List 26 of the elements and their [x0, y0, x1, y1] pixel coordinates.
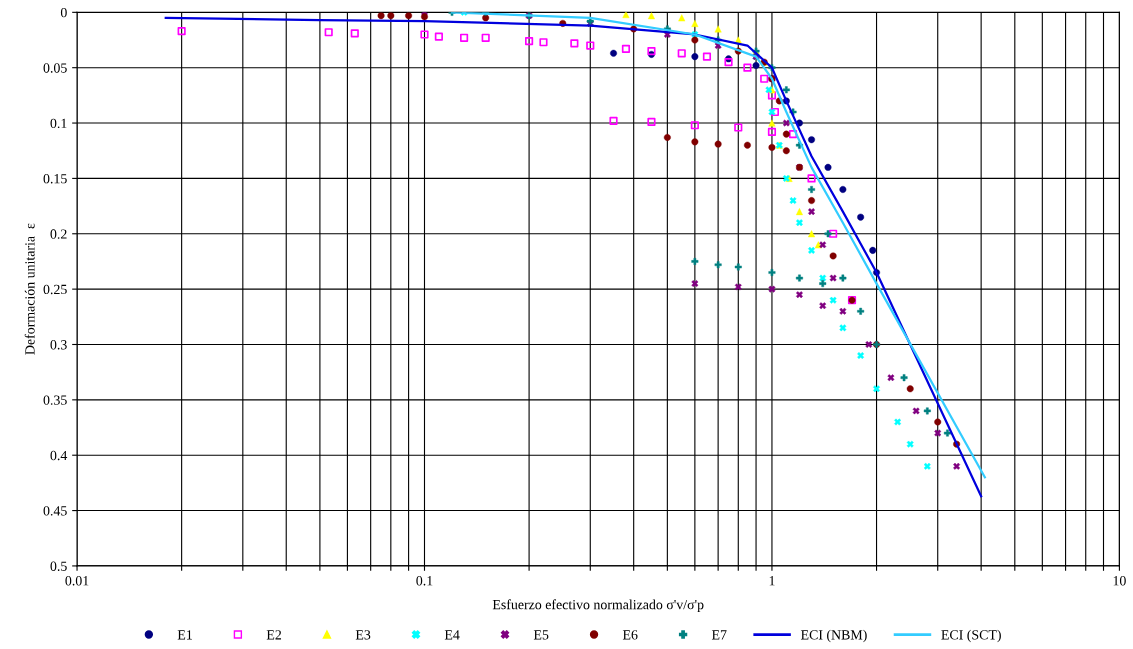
x-tick-label: 10 [1113, 576, 1126, 586]
y-axis-title: Deformación unitaria ε [24, 223, 35, 355]
legend-label: E2 [266, 630, 282, 640]
legend-label: E1 [177, 630, 192, 640]
y-tick-label: 0.45 [43, 506, 67, 516]
y-tick-label: 0.1 [50, 118, 67, 129]
y-tick-label: 0.2 [50, 229, 67, 239]
y-tick-label: 0.3 [50, 340, 67, 350]
x-tick-label: 0.1 [416, 576, 433, 586]
legend-label: E4 [444, 630, 460, 640]
y-tick-label: 0.35 [43, 395, 67, 405]
y-tick-label: 0.4 [50, 450, 68, 461]
legend-label: E5 [533, 630, 549, 640]
y-tick-label: 0 [60, 7, 67, 18]
y-tick-label: 0.25 [43, 284, 67, 295]
x-axis-title: Esfuerzo efectivo normalizado σ'v/σ'p [492, 599, 704, 613]
x-tick-label: 0.01 [65, 576, 89, 586]
y-tick-label: 0.5 [50, 561, 67, 571]
legend-label: E6 [622, 630, 638, 640]
legend-label: E3 [355, 630, 371, 640]
x-tick-label: 1 [769, 576, 775, 586]
legend-label: ECI (SCT) [941, 629, 1001, 643]
legend-label: E7 [711, 630, 727, 640]
legend-label: ECI (NBM) [800, 629, 867, 643]
y-tick-label: 0.05 [43, 63, 67, 73]
y-tick-label: 0.15 [43, 173, 67, 184]
